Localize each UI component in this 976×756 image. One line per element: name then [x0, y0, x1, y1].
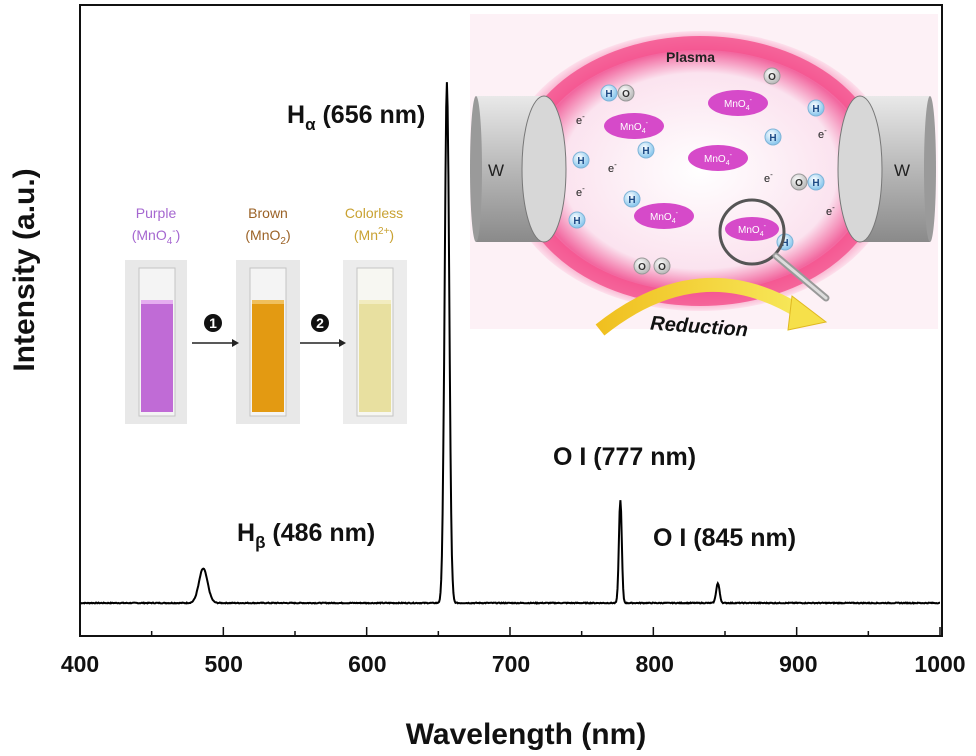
left-electrode: W: [470, 95, 567, 243]
hydrogen-atom: H: [600, 84, 618, 102]
x-tick-label: 500: [205, 651, 243, 677]
electron: e-: [576, 184, 585, 199]
hydrogen-atom: H: [572, 151, 590, 169]
electron: e-: [576, 112, 585, 127]
x-axis-title: Wavelength (nm): [406, 718, 647, 751]
y-axis-title: Intensity (a.u.): [8, 168, 41, 371]
svg-text:H: H: [812, 178, 819, 189]
svg-text:MnO4-: MnO4-: [704, 152, 733, 167]
spectrum-line: [79, 82, 940, 605]
hydrogen-atom: H: [807, 173, 825, 191]
step-arrow-1: 1: [192, 314, 239, 347]
x-tick-labels: 400 500 600 700 800 900 1000: [61, 651, 966, 677]
svg-text:H: H: [642, 146, 649, 157]
electrode-label-left: W: [488, 161, 504, 180]
cuvette-brown: [236, 260, 300, 424]
plot-frame: [79, 4, 943, 637]
svg-text:MnO4-: MnO4-: [620, 120, 649, 135]
oxygen-atom: O: [633, 257, 651, 275]
svg-text:O: O: [638, 262, 646, 273]
x-tick-label: 600: [348, 651, 386, 677]
peak-label-h-beta: Hβ (486 nm): [237, 519, 375, 552]
svg-text:MnO4-: MnO4-: [650, 210, 679, 225]
x-tick-label: 700: [492, 651, 530, 677]
electrons: e- e- e- e- e- e-: [576, 112, 835, 218]
svg-text:H: H: [812, 104, 819, 115]
svg-text:MnO4-: MnO4-: [738, 223, 767, 238]
oxygen-atom: O: [617, 84, 635, 102]
stage-label-purple: Purple: [136, 205, 177, 221]
svg-text:H: H: [628, 195, 635, 206]
cuvette-inset: Purple (MnO4-) Brown (MnO2) Colorless (M…: [125, 205, 407, 424]
electron: e-: [608, 160, 617, 175]
hydrogen-atom: H: [807, 99, 825, 117]
stage-label-colorless: Colorless: [345, 205, 403, 221]
stage-formula-colorless: (Mn2+): [354, 226, 394, 243]
cuvette-purple: [125, 260, 187, 424]
x-axis-ticks: [79, 627, 941, 636]
oxygen-atom: O: [790, 173, 808, 191]
mno4-molecule: MnO4-: [604, 113, 664, 139]
hydrogen-atom: H: [764, 128, 782, 146]
right-electrode: W: [837, 95, 936, 243]
peak-label-h-alpha: Hα (656 nm): [287, 101, 425, 134]
oxygen-atom: O: [653, 257, 671, 275]
hydrogen-atoms: H H H H H H H H H: [568, 84, 825, 251]
stage-formula-brown: (MnO2): [245, 227, 290, 247]
mno4-molecule: MnO4-: [634, 203, 694, 229]
stage-label-brown: Brown: [248, 205, 288, 221]
peak-label-o-777: O I (777 nm): [553, 443, 696, 471]
step-number-2: 2: [316, 315, 324, 331]
plasma-inset: W W Plasma MnO4- MnO4- MnO4- MnO4-: [470, 14, 938, 341]
x-tick-label: 1000: [914, 651, 965, 677]
svg-text:O: O: [658, 262, 666, 273]
hydrogen-atom: H: [637, 141, 655, 159]
oxygen-atom: O: [763, 67, 781, 85]
electron: e-: [826, 203, 835, 218]
svg-text:MnO4-: MnO4-: [724, 97, 753, 112]
svg-text:H: H: [577, 156, 584, 167]
mno4-molecule: MnO4-: [725, 217, 779, 241]
svg-text:H: H: [769, 133, 776, 144]
x-tick-label: 800: [636, 651, 674, 677]
svg-text:H: H: [781, 238, 788, 249]
step-arrow-2: 2: [300, 314, 346, 347]
svg-text:O: O: [795, 178, 803, 189]
electron: e-: [818, 126, 827, 141]
electrode-label-right: W: [894, 161, 910, 180]
cuvette-colorless: [343, 260, 407, 424]
hydrogen-atom: H: [623, 190, 641, 208]
oxygen-atoms: O O O O O: [617, 67, 808, 275]
magnifier-icon: [718, 198, 830, 302]
x-tick-label: 400: [61, 651, 99, 677]
mno4-molecule: MnO4-: [688, 145, 748, 171]
svg-text:O: O: [622, 89, 630, 100]
plasma-label: Plasma: [666, 49, 715, 65]
x-tick-label: 900: [779, 651, 817, 677]
peak-annotations: Hβ (486 nm) Hα (656 nm) O I (777 nm) O I…: [237, 101, 796, 552]
plasma-region: [504, 31, 896, 311]
svg-text:H: H: [573, 216, 580, 227]
stage-formula-purple: (MnO4-): [132, 226, 181, 247]
hydrogen-atom: H: [568, 211, 586, 229]
peak-label-o-845: O I (845 nm): [653, 524, 796, 552]
svg-text:H: H: [605, 89, 612, 100]
step-number-1: 1: [209, 315, 217, 331]
svg-text:O: O: [768, 72, 776, 83]
mno4-molecule: MnO4-: [708, 90, 768, 116]
electron: e-: [764, 170, 773, 185]
